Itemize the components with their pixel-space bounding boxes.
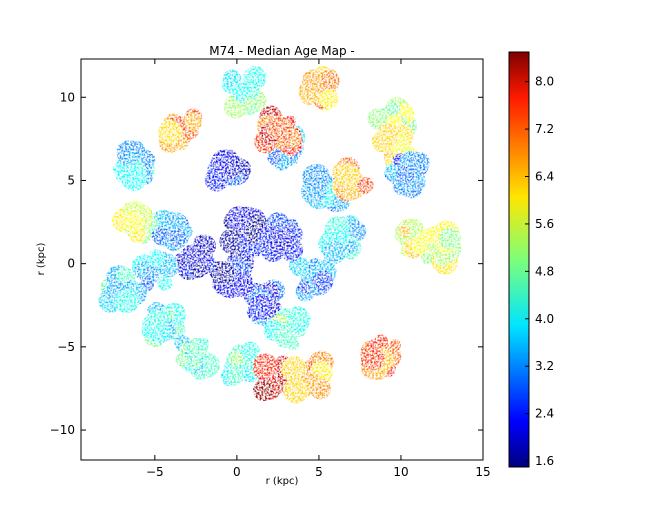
age-region-pixel [344,240,358,254]
colorbar-tick-label: 7.2 [535,122,554,136]
age-region-pixel [376,123,400,147]
x-axis-label: r (kpc) [266,476,299,487]
x-tick-label: 5 [315,465,323,479]
age-region-pixel [374,334,389,349]
x-axis-ticks: −5 0 5 10 15 [146,59,491,479]
age-region-pixel [204,168,229,192]
y-tick-label: 10 [60,90,75,104]
colorbar-tick-label: 4.8 [535,264,554,278]
age-region-pixel [360,346,385,371]
age-region-pixel [269,229,294,255]
age-region-pixel [407,151,430,174]
age-region-pixel [426,242,439,255]
age-region-pixel [190,261,208,278]
age-region-pixel [322,240,346,264]
age-region-pixel [283,377,309,404]
colorbar-tick-label: 6.4 [535,170,554,184]
age-region-pixel [322,72,340,90]
age-region-pixel [227,369,244,386]
age-region-pixel [356,176,374,194]
age-region-pixel [210,260,235,285]
age-region-pixel [267,151,281,165]
age-region-pixel [226,206,251,231]
age-region-pixel [246,303,264,321]
age-region-pixel [189,358,201,370]
colorbar-ticks: 1.6 2.4 3.2 4.0 4.8 5.6 6.4 7.2 8.0 [525,75,554,468]
age-region-pixel [146,309,166,329]
age-map-regions [98,65,462,404]
x-tick-label: 15 [475,465,490,479]
age-region-pixel [228,351,244,366]
age-region-pixel [114,289,140,314]
age-region-pixel [281,356,307,382]
plot-frame [80,58,484,461]
x-tick-label: −5 [146,465,164,479]
age-region-pixel [420,250,435,265]
age-region-pixel [147,249,165,267]
colorbar: 1.6 2.4 3.2 4.0 4.8 5.6 6.4 7.2 8.0 [508,51,554,468]
colorbar-tick-label: 8.0 [535,75,554,89]
colorbar-tick-label: 2.4 [535,407,554,421]
age-region-pixel [175,352,190,367]
age-region-pixel [184,112,203,131]
age-region-pixel [165,213,179,227]
y-tick-label: 5 [67,173,75,187]
y-axis-ticks: 10 5 0 −5 −10 [50,90,483,437]
age-region-pixel [439,227,461,250]
age-region-pixel [232,83,252,103]
colorbar-tick-label: 1.6 [535,454,554,468]
age-region-pixel [297,280,312,295]
age-region-pixel [253,379,275,401]
y-tick-label: −10 [50,423,75,437]
age-region-pixel [102,285,117,300]
age-region-pixel [386,101,401,116]
age-region-pixel [435,252,449,266]
x-tick-label: 0 [233,465,241,479]
age-region-pixel [197,337,210,350]
age-region-pixel [301,69,325,93]
y-axis-label: r (kpc) [36,243,47,276]
age-region-pixel [126,152,139,165]
age-region-pixel [389,339,401,351]
age-region-pixel [312,270,334,293]
age-region-pixel [231,272,254,295]
age-region-pixel [273,324,297,348]
age-region-pixel [318,89,339,109]
age-region-pixel [336,228,351,242]
age-region-pixel [116,266,133,283]
age-region-pixel [336,163,361,188]
plot-area: −5 0 5 10 15 10 5 0 −5 −10 [50,58,491,479]
age-region-pixel [245,229,260,244]
age-region-pixel [168,229,186,247]
age-region-pixel [290,308,307,325]
colorbar-tick-label: 5.6 [535,217,554,231]
chart-title: M74 - Median Age Map - [209,44,355,58]
age-region-pixel [121,165,147,191]
age-region-pixel [253,353,278,378]
age-region-pixel [396,165,415,184]
age-region-pixel [211,149,235,174]
colorbar-tick-label: 4.0 [535,312,554,326]
age-region-pixel [157,120,182,145]
colorbar-tick-label: 3.2 [535,359,554,373]
age-region-pixel [242,96,256,110]
age-region-pixel [266,115,292,141]
x-tick-label: 10 [393,465,408,479]
age-region-pixel [219,228,246,255]
age-region-pixel [222,69,242,89]
age-region-pixel [123,211,144,232]
age-region-pixel [112,163,125,176]
colorbar-gradient [508,51,530,468]
y-tick-label: 0 [67,257,75,271]
age-region-pixel [367,108,388,129]
age-region-pixel [397,225,410,238]
y-tick-label: −5 [57,340,75,354]
age-region-pixel [304,164,331,190]
age-region-pixel [157,276,173,291]
age-region-pixel [243,66,267,90]
